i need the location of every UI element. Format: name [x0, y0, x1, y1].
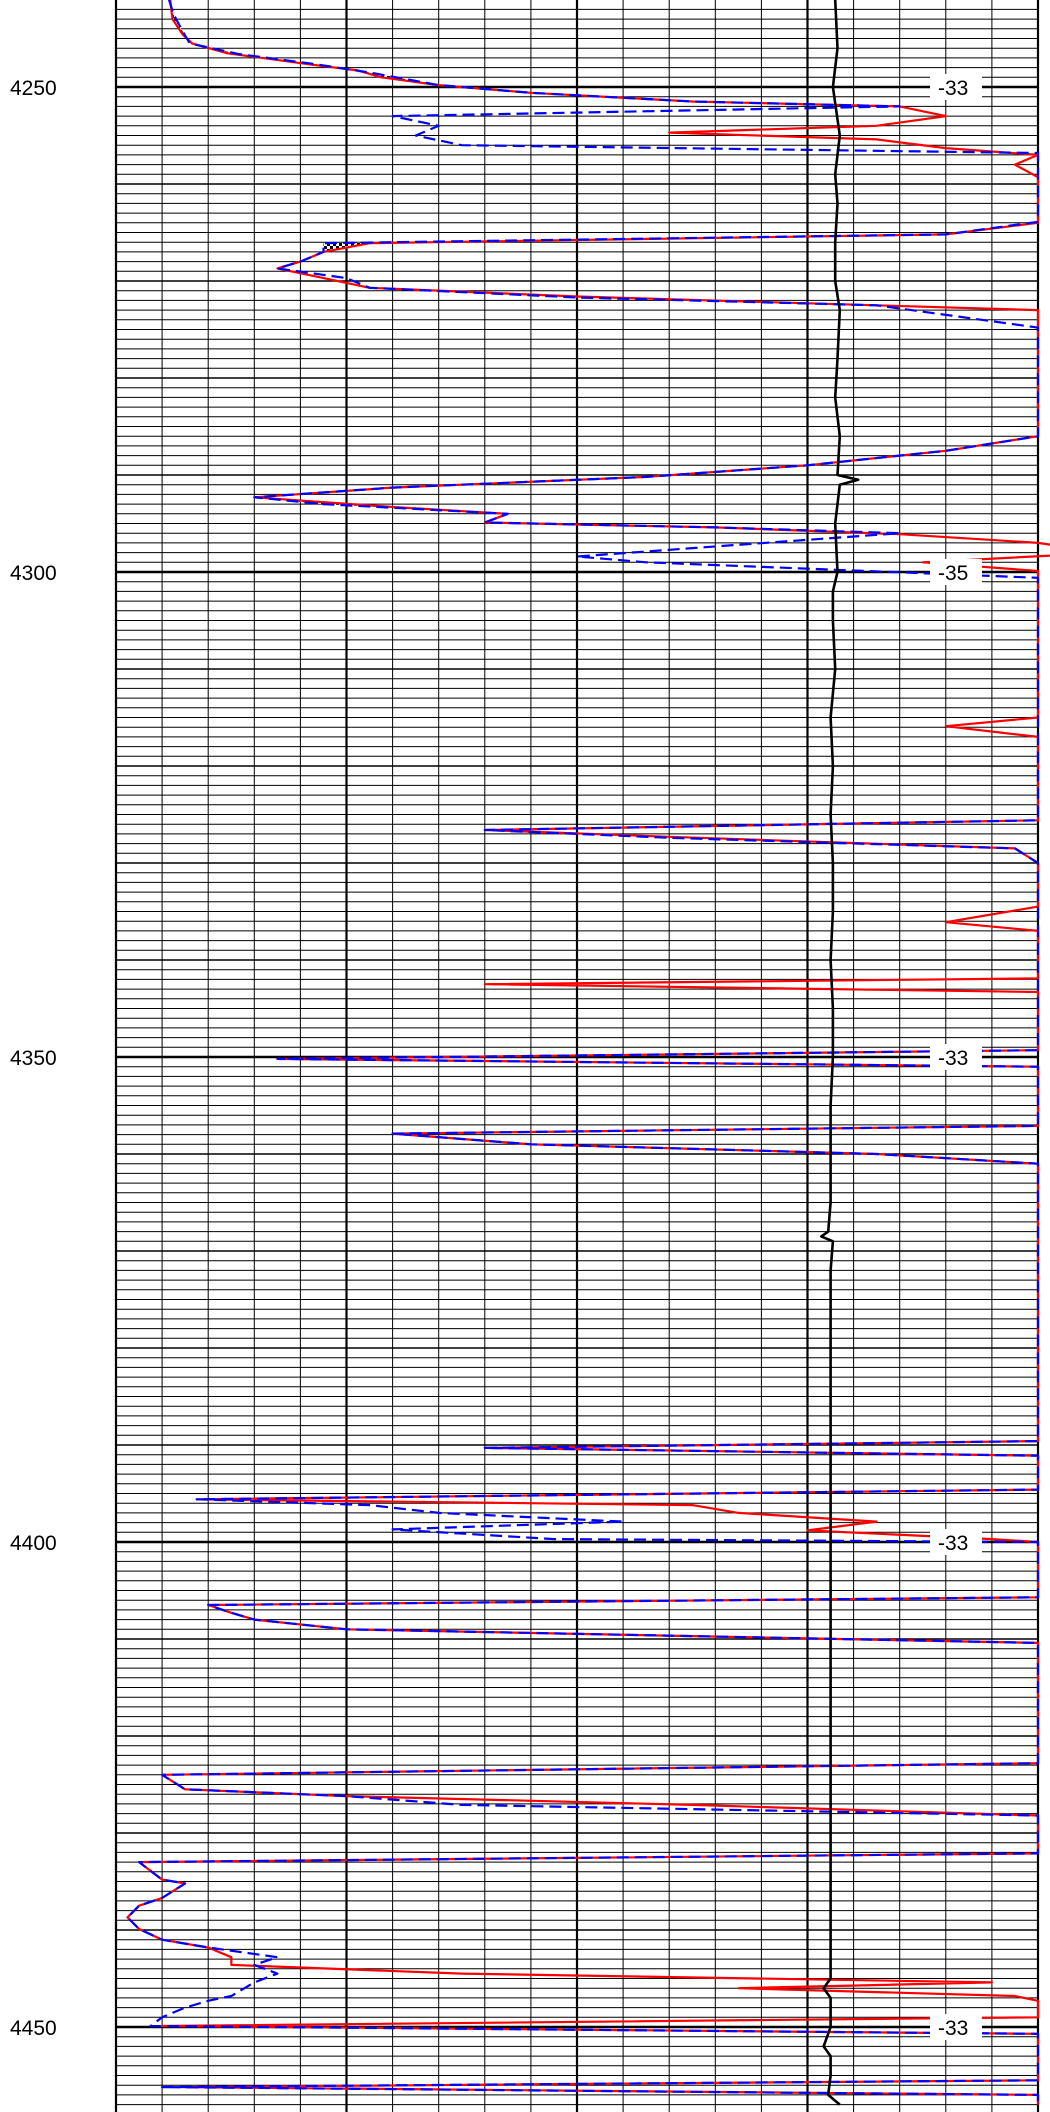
sp-label-bg: [930, 1529, 982, 1555]
blue-resistivity-curve: [126, 0, 1040, 2105]
labels: 4250 4300 4350 4400 4450 -33 -35 -33 -33 -33: [10, 74, 982, 2040]
sp-curve: [820, 0, 860, 2106]
sp-label-bg: [930, 2014, 982, 2040]
sp-value-label: -33: [938, 2017, 968, 2040]
sp-value-label: -35: [938, 562, 968, 585]
depth-label: 4350: [10, 1047, 57, 1070]
sp-value-label: -33: [938, 1047, 968, 1070]
sp-label-bg: [930, 74, 982, 100]
sp-label-bg: [930, 559, 982, 585]
shale-fill-band: [169, 0, 900, 107]
sp-value-label: -33: [938, 1532, 968, 1555]
depth-label: 4300: [10, 562, 57, 585]
depth-label: 4450: [10, 2017, 57, 2040]
depth-label: 4250: [10, 77, 57, 100]
sp-value-label: -33: [938, 77, 968, 100]
red-resistivity-curve: [126, 0, 1050, 2105]
depth-label: 4400: [10, 1532, 57, 1555]
log-curves: [126, 0, 1050, 2106]
sp-label-bg: [930, 1044, 982, 1070]
